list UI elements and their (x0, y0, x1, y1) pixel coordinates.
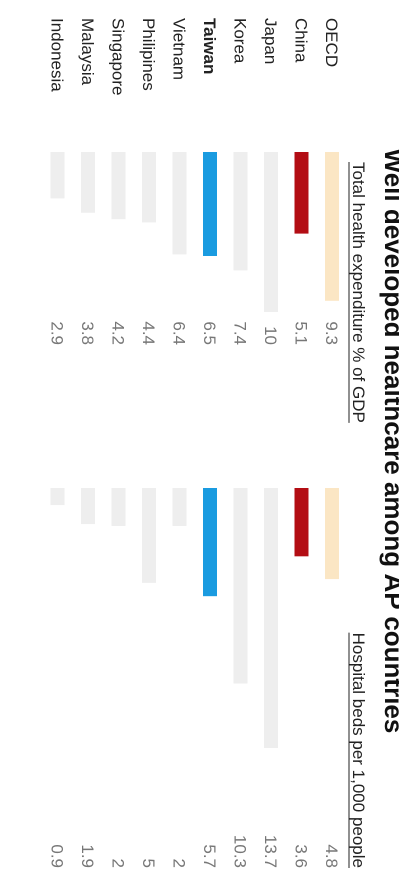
series-subtitle-0: Total health expenditure % of GDP (349, 162, 368, 423)
category-label-2: Japan (261, 18, 280, 64)
category-label-4: Taiwan (200, 18, 219, 74)
value-label-1-9: 0.9 (48, 844, 67, 868)
bar-1-8 (81, 488, 95, 525)
chart-title: Well developed healthcare among AP count… (379, 149, 399, 734)
bar-1-2 (264, 488, 278, 748)
bar-1-3 (233, 488, 248, 684)
value-label-1-0: 4.8 (322, 844, 341, 868)
value-label-1-2: 13.7 (261, 835, 280, 868)
bar-0-9 (50, 152, 65, 199)
bar-0-6 (142, 152, 156, 223)
value-label-0-2: 10 (261, 326, 280, 345)
value-label-1-7: 2 (109, 859, 128, 868)
series-subtitle-1: Hospital beds per 1,000 people (349, 633, 368, 868)
category-label-0: OECD (322, 18, 341, 67)
value-label-0-6: 4.4 (139, 321, 158, 345)
bar-1-7 (111, 488, 126, 526)
bar-0-0 (325, 152, 339, 301)
category-label-9: Indonesia (48, 18, 67, 92)
category-label-7: Singapore (109, 18, 128, 96)
value-label-0-9: 2.9 (48, 321, 67, 345)
category-label-6: Philipines (139, 18, 158, 91)
category-label-8: Malaysia (78, 18, 97, 86)
value-label-1-8: 1.9 (78, 844, 97, 868)
bar-0-8 (81, 152, 95, 213)
bar-0-2 (264, 152, 278, 312)
bar-0-3 (233, 152, 248, 271)
value-label-1-6: 5 (139, 859, 158, 868)
bar-0-5 (172, 152, 187, 255)
value-label-1-4: 5.7 (200, 844, 219, 868)
bar-1-9 (50, 488, 65, 506)
bar-1-1 (294, 488, 309, 557)
bar-1-6 (142, 488, 156, 583)
value-label-0-4: 6.5 (200, 321, 219, 345)
bar-0-7 (111, 152, 126, 220)
category-label-1: China (292, 18, 311, 63)
value-label-0-1: 5.1 (292, 321, 311, 345)
value-label-0-0: 9.3 (322, 321, 341, 345)
value-label-0-8: 3.8 (78, 321, 97, 345)
bar-1-5 (172, 488, 187, 526)
category-label-5: Vietnam (170, 18, 189, 80)
value-label-1-5: 2 (170, 859, 189, 868)
category-label-3: Korea (231, 18, 250, 64)
value-label-0-3: 7.4 (231, 321, 250, 345)
value-label-1-3: 10.3 (231, 835, 250, 868)
value-label-0-5: 6.4 (170, 321, 189, 345)
value-label-0-7: 4.2 (109, 321, 128, 345)
bar-0-4 (203, 152, 217, 256)
bar-1-4 (203, 488, 217, 597)
value-label-1-1: 3.6 (292, 844, 311, 868)
bar-0-1 (294, 152, 309, 234)
bar-1-0 (325, 488, 339, 580)
